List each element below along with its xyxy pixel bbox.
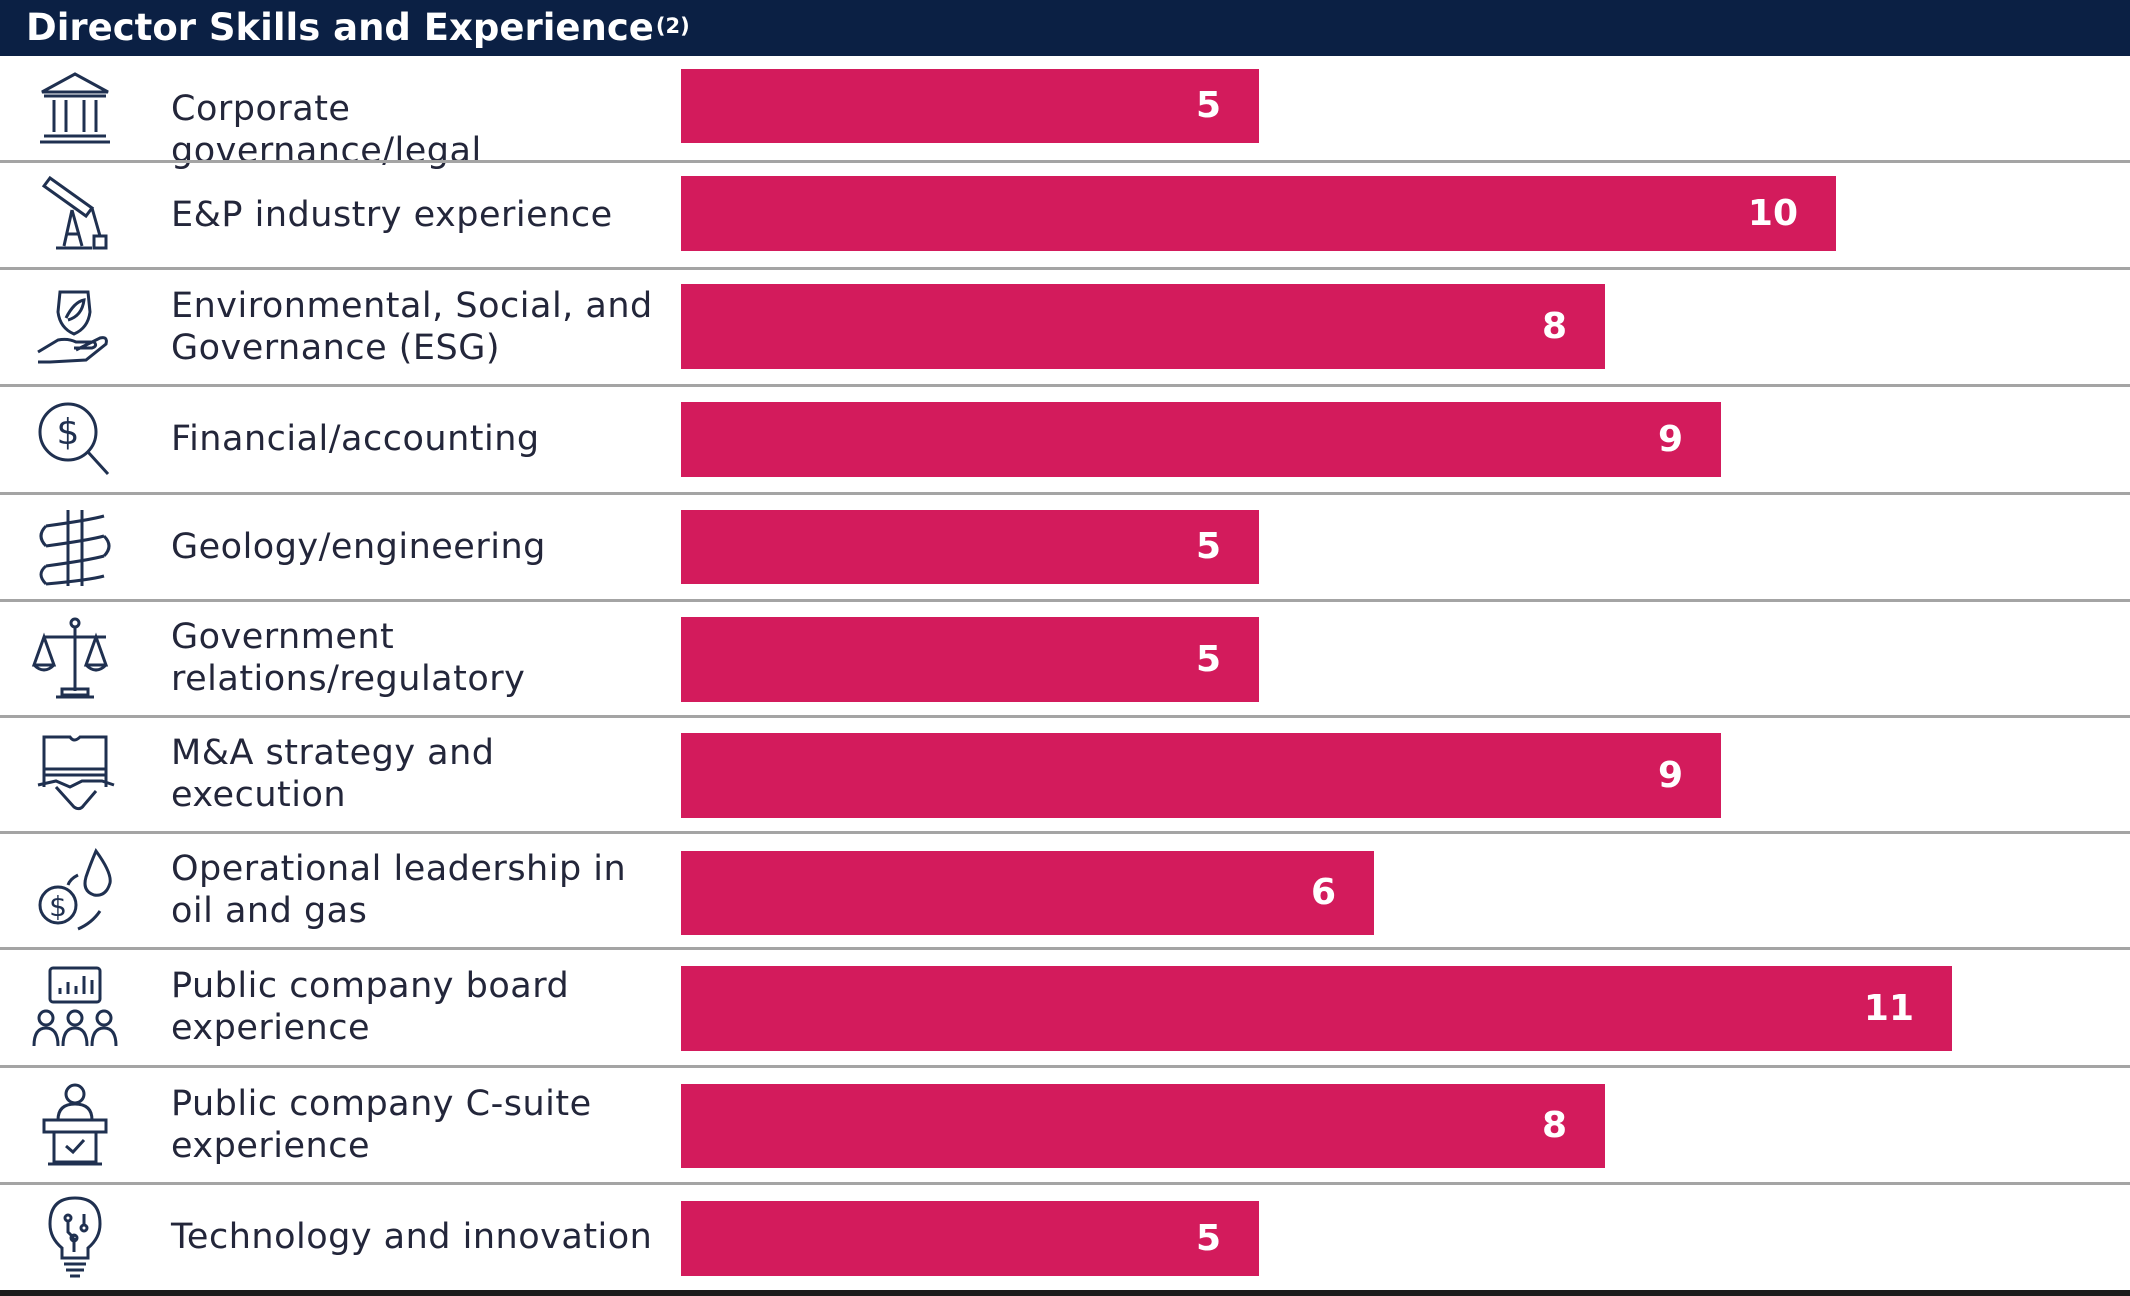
- chart-row: Corporate governance/legal: [0, 56, 2130, 171]
- category-label-line: Operational leadership in: [171, 849, 627, 889]
- scales-icon: [30, 613, 120, 703]
- chart-row: Government relations/regulatory: [0, 600, 2130, 716]
- chart-row: Public company board experience: [0, 948, 2130, 1066]
- category-label-line: Government: [171, 617, 395, 657]
- bank-building-icon: [30, 64, 120, 154]
- category-label-line: experience: [171, 1008, 370, 1048]
- category-label: Public company C-suite experience: [171, 1083, 671, 1167]
- bar-value-label: 8: [1541, 1105, 1567, 1146]
- oil-pump-icon: [30, 170, 120, 260]
- bar: 8: [681, 1084, 1605, 1168]
- category-label: E&P industry experience: [171, 194, 671, 236]
- bar-value-label: 9: [1657, 754, 1683, 796]
- category-label-line: oil and gas: [171, 891, 368, 931]
- bar-value-label: 5: [1195, 526, 1221, 567]
- category-label-line: Public company C-suite: [171, 1084, 592, 1124]
- chart-row: Environmental, Social, and Governance (ES…: [0, 268, 2130, 385]
- bar-value-label: 5: [1195, 638, 1221, 680]
- chart-header: Director Skills and Experience(2): [0, 0, 2130, 56]
- board-meeting-icon: [30, 962, 120, 1052]
- row-separator: [0, 947, 2130, 950]
- category-label-line: Geology/engineering: [171, 527, 546, 567]
- bottom-border: [0, 1290, 2130, 1296]
- bar-value-label: 9: [1657, 418, 1683, 460]
- chart-row: E&P industry experience: [0, 161, 2130, 268]
- row-separator: [0, 492, 2130, 495]
- leaf-hand-icon: [30, 282, 120, 372]
- bar-value-label: 6: [1310, 872, 1336, 913]
- row-separator: [0, 831, 2130, 834]
- bar: 5: [681, 69, 1259, 143]
- chart-row: Technology and innovation: [0, 1183, 2130, 1290]
- category-label-line: E&P industry experience: [171, 195, 613, 235]
- bar: 5: [681, 1201, 1259, 1276]
- bar: 9: [681, 733, 1721, 818]
- bar: 11: [681, 966, 1952, 1051]
- category-label-line: Public company board: [171, 966, 570, 1006]
- row-separator: [0, 599, 2130, 602]
- bar-value-label: 5: [1195, 85, 1221, 126]
- category-label: Government relations/regulatory: [171, 616, 671, 700]
- bar-value-label: 11: [1863, 987, 1914, 1029]
- executive-podium-icon: [30, 1080, 120, 1170]
- category-label-line: Environmental, Social, and: [171, 286, 653, 326]
- chart-title: Director Skills and Experience(2): [26, 6, 690, 50]
- category-label-line: relations/regulatory: [171, 659, 526, 699]
- title-text: Director Skills and Experience: [26, 6, 654, 49]
- chart-row: Geology/engineering: [0, 493, 2130, 600]
- row-separator: [0, 267, 2130, 270]
- category-label: Operational leadership in oil and gas: [171, 848, 671, 932]
- bar-value-label: 10: [1747, 192, 1798, 234]
- bar: 8: [681, 284, 1605, 369]
- bar-value-label: 8: [1541, 305, 1567, 347]
- row-separator: [0, 715, 2130, 718]
- title-footnote: (2): [655, 14, 690, 38]
- coin-drop-icon: $: [30, 845, 120, 935]
- category-label: Public company board experience: [171, 965, 671, 1049]
- category-label: Technology and innovation: [171, 1216, 671, 1258]
- category-label-line: M&A strategy and: [171, 733, 495, 773]
- bar: 6: [681, 851, 1374, 935]
- row-separator: [0, 1065, 2130, 1068]
- lightbulb-circuit-icon: [30, 1192, 120, 1282]
- handshake-puzzle-icon: [30, 729, 120, 819]
- category-label-line: Governance (ESG): [171, 328, 501, 368]
- chart-row: $ Financial/accounting: [0, 385, 2130, 493]
- chart-row: Public company C-suite experience: [0, 1066, 2130, 1183]
- category-label-line: Corporate governance/legal: [171, 89, 482, 171]
- bar-value-label: 5: [1195, 1217, 1221, 1259]
- svg-text:$: $: [57, 412, 80, 453]
- bar: 5: [681, 617, 1259, 702]
- category-label-line: execution: [171, 775, 347, 815]
- category-label-line: experience: [171, 1126, 370, 1166]
- bar: 10: [681, 176, 1836, 251]
- svg-text:$: $: [49, 890, 67, 923]
- bar: 5: [681, 510, 1259, 584]
- category-label-line: Technology and innovation: [171, 1217, 653, 1257]
- category-label: Environmental, Social, and Governance (ES…: [171, 285, 671, 369]
- category-label: Financial/accounting: [171, 418, 671, 460]
- category-label: Geology/engineering: [171, 526, 671, 568]
- category-label: Corporate governance/legal: [171, 88, 671, 172]
- category-label-line: Financial/accounting: [171, 419, 540, 459]
- row-separator: [0, 160, 2130, 163]
- chart-row: $ Operational leadership in oil and gas: [0, 832, 2130, 948]
- row-separator: [0, 1182, 2130, 1185]
- bar: 9: [681, 402, 1721, 477]
- drill-icon: [30, 502, 120, 592]
- category-label: M&A strategy and execution: [171, 732, 671, 816]
- row-separator: [0, 384, 2130, 387]
- chart-row: M&A strategy and execution: [0, 716, 2130, 832]
- dollar-magnifier-icon: $: [30, 394, 120, 484]
